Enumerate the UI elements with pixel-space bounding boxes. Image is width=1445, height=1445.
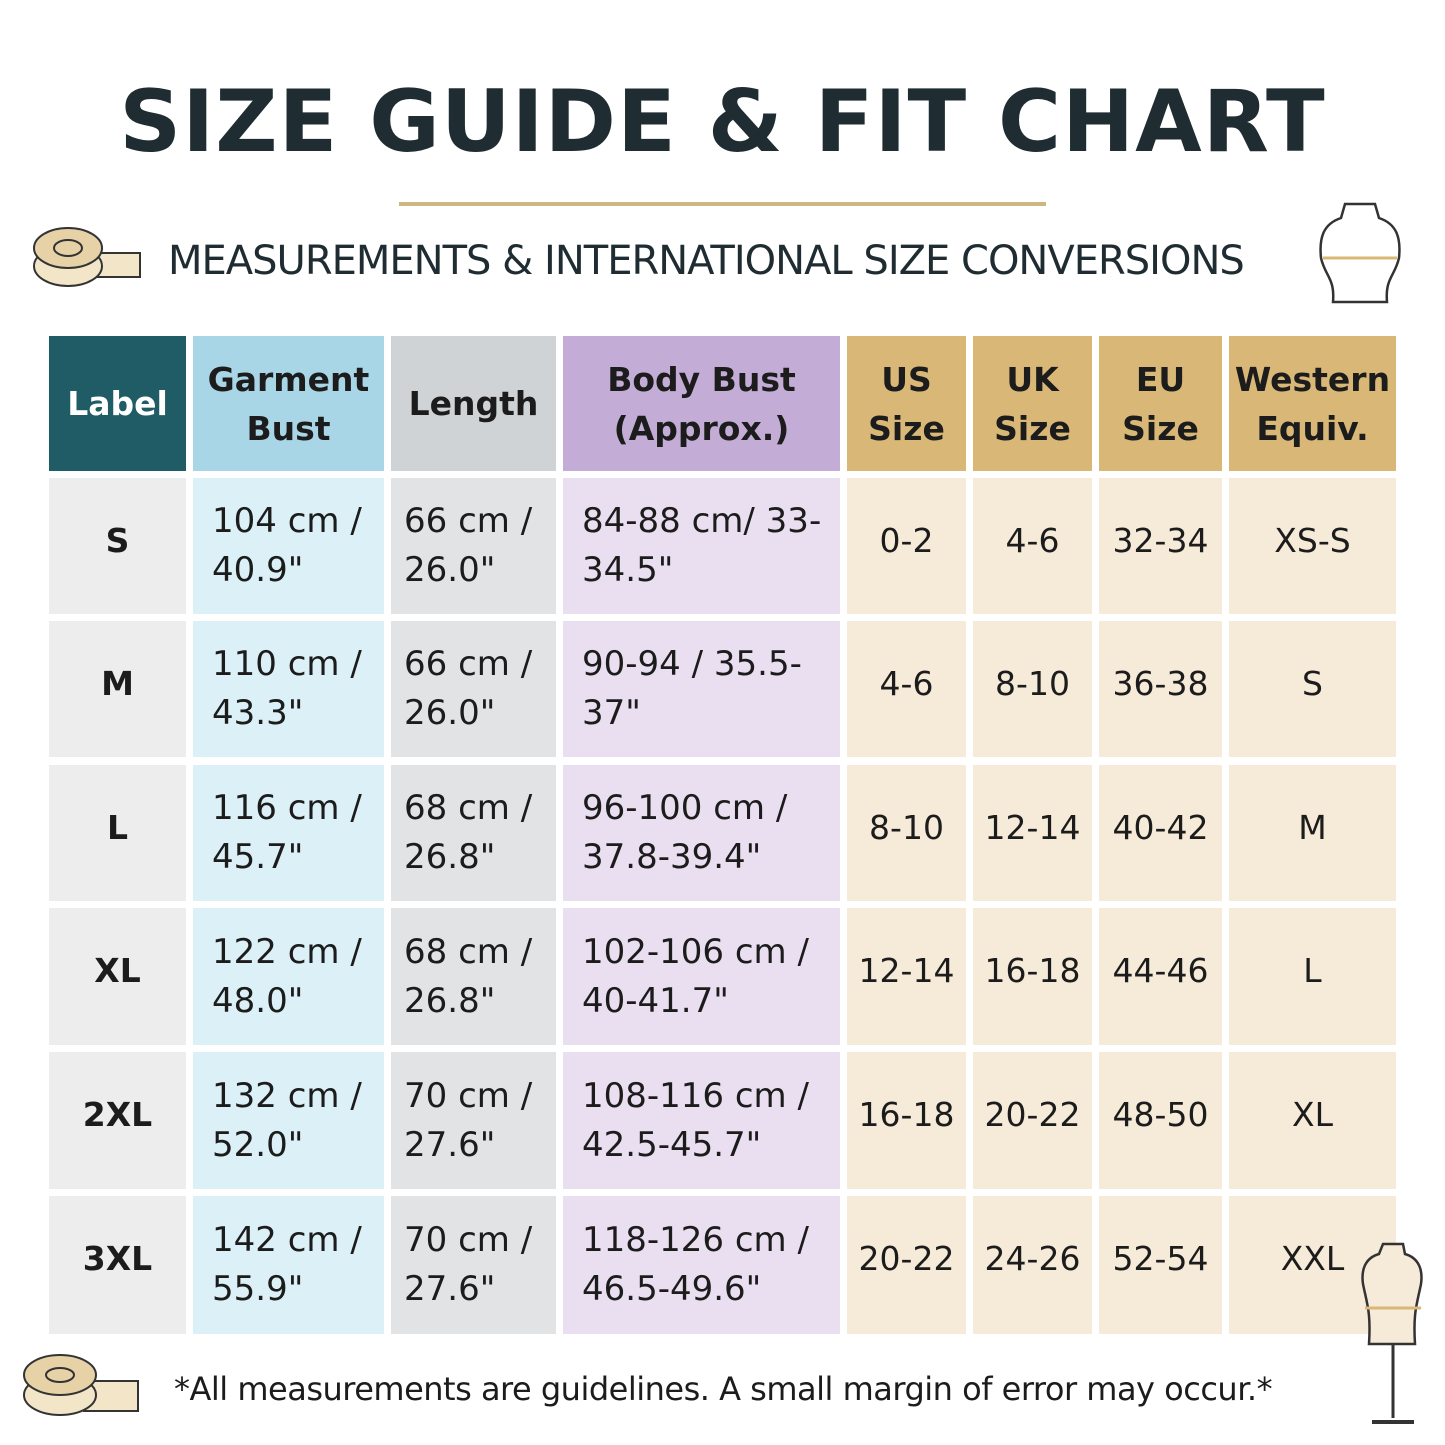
table-cell: XS-S — [1229, 478, 1396, 614]
column-header: Length — [391, 336, 556, 471]
table-cell: 66 cm / 26.0" — [391, 621, 556, 757]
table-cell: 48-50 — [1099, 1052, 1222, 1189]
row-label: S — [49, 478, 186, 614]
table-cell: XL — [1229, 1052, 1396, 1189]
row-label: 2XL — [49, 1052, 186, 1189]
table-cell: 44-46 — [1099, 908, 1222, 1045]
bust-icon — [1319, 202, 1401, 304]
title: SIZE GUIDE & FIT CHART — [119, 72, 1326, 172]
table-cell: M — [1229, 765, 1396, 901]
table-cell: 110 cm / 43.3" — [193, 621, 384, 757]
table-cell: 8-10 — [847, 765, 966, 901]
table-cell: 0-2 — [847, 478, 966, 614]
table-cell: 24-26 — [973, 1196, 1092, 1334]
table-cell: 84-88 cm/ 33-34.5" — [563, 478, 840, 614]
table-cell: 12-14 — [847, 908, 966, 1045]
table-cell: 68 cm / 26.8" — [391, 765, 556, 901]
column-header: EU Size — [1099, 336, 1222, 471]
table-cell: 142 cm / 55.9" — [193, 1196, 384, 1334]
table-cell: S — [1229, 621, 1396, 757]
column-header: US Size — [847, 336, 966, 471]
table-cell: 116 cm / 45.7" — [193, 765, 384, 901]
subtitle: MEASUREMENTS & INTERNATIONAL SIZE CONVER… — [168, 238, 1245, 284]
row-label: 3XL — [49, 1196, 186, 1334]
table-cell: L — [1229, 908, 1396, 1045]
row-label: M — [49, 621, 186, 757]
table-cell: 96-100 cm / 37.8-39.4" — [563, 765, 840, 901]
table-cell: 108-116 cm / 42.5-45.7" — [563, 1052, 840, 1189]
column-header: Body Bust (Approx.) — [563, 336, 840, 471]
tape-icon — [33, 227, 141, 287]
table-cell: 52-54 — [1099, 1196, 1222, 1334]
table-cell: 90-94 / 35.5-37" — [563, 621, 840, 757]
column-header: Western Equiv. — [1229, 336, 1396, 471]
row-label: XL — [49, 908, 186, 1045]
mannequin-icon — [1361, 1242, 1423, 1424]
row-label: L — [49, 765, 186, 901]
table-cell: 20-22 — [973, 1052, 1092, 1189]
table-cell: 36-38 — [1099, 621, 1222, 757]
divider — [399, 202, 1046, 206]
table-cell: 8-10 — [973, 621, 1092, 757]
table-cell: 16-18 — [847, 1052, 966, 1189]
table-cell: 70 cm / 27.6" — [391, 1196, 556, 1334]
table-cell: 40-42 — [1099, 765, 1222, 901]
table-cell: 68 cm / 26.8" — [391, 908, 556, 1045]
footnote: *All measurements are guidelines. A smal… — [174, 1370, 1273, 1408]
tape-icon — [23, 1354, 139, 1416]
table-cell: 132 cm / 52.0" — [193, 1052, 384, 1189]
table-cell: 4-6 — [973, 478, 1092, 614]
table-cell: 70 cm / 27.6" — [391, 1052, 556, 1189]
column-header: UK Size — [973, 336, 1092, 471]
table-cell: 12-14 — [973, 765, 1092, 901]
table-cell: 118-126 cm / 46.5-49.6" — [563, 1196, 840, 1334]
column-header: Garment Bust — [193, 336, 384, 471]
table-cell: 104 cm / 40.9" — [193, 478, 384, 614]
table-cell: 102-106 cm / 40-41.7" — [563, 908, 840, 1045]
table-cell: 16-18 — [973, 908, 1092, 1045]
table-cell: 4-6 — [847, 621, 966, 757]
column-header: Label — [49, 336, 186, 471]
table-cell: 20-22 — [847, 1196, 966, 1334]
table-cell: 32-34 — [1099, 478, 1222, 614]
table-cell: 66 cm / 26.0" — [391, 478, 556, 614]
table-cell: 122 cm / 48.0" — [193, 908, 384, 1045]
